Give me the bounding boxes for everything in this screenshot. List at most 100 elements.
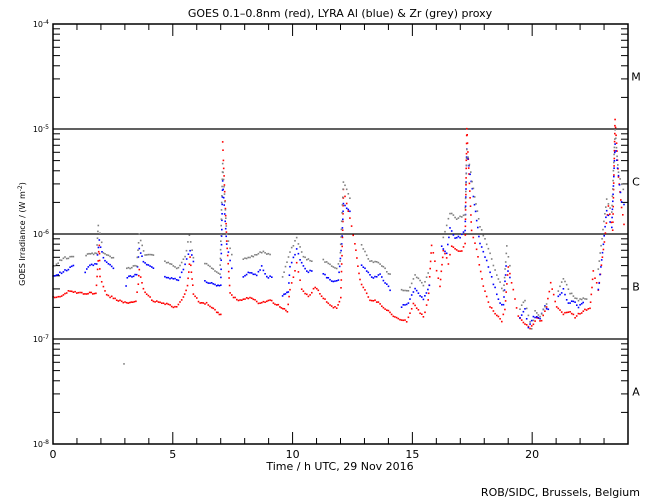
data-point xyxy=(339,243,342,246)
data-point xyxy=(174,277,176,280)
data-point xyxy=(204,303,206,305)
data-point xyxy=(221,162,224,165)
data-point xyxy=(612,200,614,203)
data-point xyxy=(465,196,467,198)
data-point xyxy=(95,252,98,255)
data-point xyxy=(504,280,506,283)
data-point xyxy=(492,283,495,286)
data-point xyxy=(114,297,116,300)
data-point xyxy=(487,266,490,268)
data-point xyxy=(222,149,224,151)
data-point xyxy=(120,300,123,303)
data-point xyxy=(59,271,61,274)
data-point xyxy=(612,182,615,184)
data-point xyxy=(412,302,415,305)
data-point xyxy=(615,137,617,140)
data-point xyxy=(227,240,230,242)
data-point xyxy=(603,220,605,223)
data-point xyxy=(369,299,371,302)
data-point xyxy=(309,294,311,296)
data-point xyxy=(465,172,467,175)
data-point xyxy=(464,205,467,207)
data-point xyxy=(174,305,176,308)
data-point xyxy=(611,211,613,213)
data-point xyxy=(94,252,96,254)
data-point xyxy=(109,255,111,258)
data-point xyxy=(503,289,506,291)
data-point xyxy=(614,132,616,135)
data-point xyxy=(105,254,108,256)
data-point xyxy=(177,303,180,306)
data-point xyxy=(537,314,540,316)
data-point xyxy=(545,303,548,305)
data-point xyxy=(617,176,620,178)
data-point xyxy=(400,319,403,321)
data-point xyxy=(322,273,325,275)
data-point xyxy=(496,314,498,317)
data-point xyxy=(397,317,400,320)
data-point xyxy=(464,220,467,223)
data-point xyxy=(231,267,233,270)
x-tick-label: 20 xyxy=(525,448,539,461)
data-point xyxy=(565,283,568,286)
data-point xyxy=(220,252,223,255)
data-point xyxy=(599,252,601,254)
data-point xyxy=(244,257,246,259)
y-tick-label: 10-5 xyxy=(33,124,49,134)
data-point xyxy=(201,302,203,304)
data-point xyxy=(207,304,210,306)
data-point xyxy=(574,297,576,299)
data-point xyxy=(309,269,311,272)
data-point xyxy=(607,203,610,205)
data-point xyxy=(306,258,308,261)
series-lyra-zr-proxy xyxy=(52,129,625,365)
data-point xyxy=(164,260,166,262)
data-point xyxy=(77,291,80,294)
data-point xyxy=(255,254,258,256)
data-point xyxy=(517,315,520,317)
data-point xyxy=(389,289,391,292)
data-point xyxy=(472,187,475,190)
data-point xyxy=(224,200,226,203)
data-point xyxy=(595,282,598,284)
data-point xyxy=(188,234,191,236)
data-point xyxy=(392,315,395,318)
data-point xyxy=(262,269,265,272)
data-point xyxy=(609,213,611,215)
data-point xyxy=(414,287,416,290)
data-point xyxy=(147,253,150,256)
data-point xyxy=(95,263,98,265)
data-point xyxy=(86,268,88,270)
data-point xyxy=(465,190,467,193)
data-point xyxy=(344,195,346,198)
data-point xyxy=(97,230,99,233)
data-point xyxy=(437,277,440,279)
data-point xyxy=(124,301,126,303)
data-point xyxy=(579,298,581,300)
data-point xyxy=(370,260,373,262)
data-point xyxy=(64,269,66,271)
data-point xyxy=(147,264,150,266)
data-point xyxy=(191,249,193,251)
data-point xyxy=(522,321,525,324)
data-point xyxy=(70,290,73,293)
data-point xyxy=(134,264,136,267)
data-point xyxy=(384,282,386,284)
data-point xyxy=(499,302,501,304)
x-tick-label: 0 xyxy=(50,448,57,461)
data-point xyxy=(62,271,65,273)
data-point xyxy=(170,277,173,279)
data-point xyxy=(450,212,453,215)
data-point xyxy=(231,294,233,296)
data-point xyxy=(179,301,181,303)
data-point xyxy=(183,293,186,295)
data-point xyxy=(503,284,505,286)
data-point xyxy=(484,290,486,292)
data-point xyxy=(96,254,99,256)
data-point xyxy=(144,291,146,294)
data-point xyxy=(603,235,605,237)
data-point xyxy=(562,313,565,316)
data-point xyxy=(99,246,102,248)
data-point xyxy=(269,253,271,256)
data-point xyxy=(247,271,250,274)
